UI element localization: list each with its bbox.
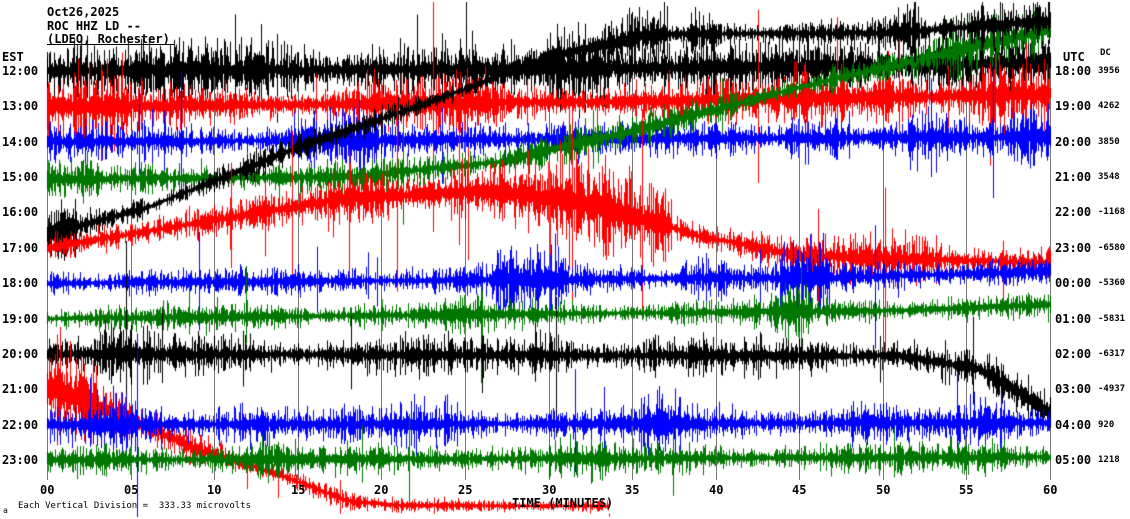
x-tick-label: 05 xyxy=(124,483,139,497)
est-hour-label: 23:00 xyxy=(2,452,39,467)
est-hour-label: 17:00 xyxy=(2,240,39,255)
dc-value-label: -5831 xyxy=(1098,313,1126,324)
dc-value-label: 4262 xyxy=(1098,101,1120,112)
utc-hour-label: 21:00 xyxy=(1055,170,1092,185)
dc-value-label: 3956 xyxy=(1098,66,1120,76)
utc-hour-label: 19:00 xyxy=(1055,99,1092,114)
est-hour-label: 16:00 xyxy=(2,205,39,220)
utc-axis-label: UTC xyxy=(1063,50,1085,64)
est-hour-label: 22:00 xyxy=(2,417,39,432)
utc-hour-label: 01:00 xyxy=(1055,311,1092,326)
dc-value-label: -1168 xyxy=(1098,207,1126,218)
x-tick-label: 25 xyxy=(458,483,473,497)
est-hour-label: 20:00 xyxy=(2,346,39,361)
x-tick-label: 00 xyxy=(40,483,55,497)
utc-hour-label: 00:00 xyxy=(1055,276,1092,291)
utc-hour-label: 23:00 xyxy=(1055,240,1092,255)
est-axis-label: EST xyxy=(2,50,24,64)
utc-hour-label: 22:00 xyxy=(1055,205,1092,220)
x-tick-label: 45 xyxy=(792,483,807,497)
dc-axis-label: DC xyxy=(1100,48,1111,58)
scale-note: Each Vertical Division = 333.33 microvol… xyxy=(18,501,251,511)
est-hour-label: 15:00 xyxy=(2,170,39,185)
x-tick-label: 40 xyxy=(709,483,724,497)
dc-value-label: 3850 xyxy=(1098,136,1120,147)
utc-hour-label: 18:00 xyxy=(1055,64,1092,78)
est-hour-label: 21:00 xyxy=(2,382,39,397)
x-axis-label: TIME (MINUTES) xyxy=(512,496,614,510)
x-tick-label: 20 xyxy=(374,483,389,497)
dc-value-label: 920 xyxy=(1098,419,1115,430)
header-underline xyxy=(47,44,174,45)
x-tick-label: 55 xyxy=(959,483,974,497)
utc-hour-label: 02:00 xyxy=(1055,346,1092,361)
utc-hour-label: 20:00 xyxy=(1055,134,1092,149)
dc-value-label: -5360 xyxy=(1098,278,1126,289)
dc-value-label: 3548 xyxy=(1098,172,1120,183)
est-hour-label: 19:00 xyxy=(2,311,39,326)
est-hour-label: 13:00 xyxy=(2,99,39,114)
corner-mark: a xyxy=(3,506,8,515)
dc-value-label: -6580 xyxy=(1098,242,1126,253)
dc-value-label: -6317 xyxy=(1098,348,1126,359)
x-tick-label: 10 xyxy=(207,483,222,497)
x-tick-label: 60 xyxy=(1043,483,1058,497)
station-label: ROC HHZ LD -- xyxy=(47,19,141,33)
x-tick-label: 50 xyxy=(876,483,891,497)
x-tick-label: 35 xyxy=(625,483,640,497)
x-tick-label: 30 xyxy=(542,483,557,497)
date-label: Oct26,2025 xyxy=(47,5,120,19)
utc-hour-label: 04:00 xyxy=(1055,417,1092,432)
utc-hour-label: 05:00 xyxy=(1055,452,1092,467)
x-tick-label: 15 xyxy=(291,483,306,497)
dc-value-label: 1218 xyxy=(1098,454,1120,465)
est-hour-label: 14:00 xyxy=(2,134,39,149)
est-hour-label: 12:00 xyxy=(2,64,39,78)
dc-value-label: -4937 xyxy=(1098,384,1126,395)
utc-hour-label: 03:00 xyxy=(1055,382,1092,397)
network-location-label: (LDEO, Rochester) xyxy=(47,32,170,46)
est-hour-label: 18:00 xyxy=(2,276,39,291)
